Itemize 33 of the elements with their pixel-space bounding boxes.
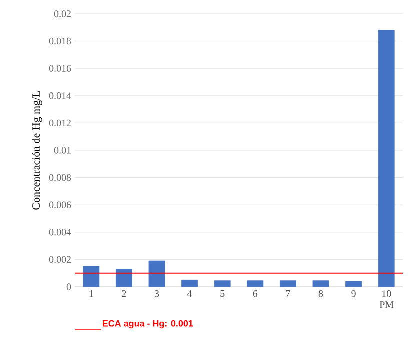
- y-tick-label: 0.016: [49, 65, 72, 72]
- y-tick-label: 0.008: [49, 174, 72, 182]
- x-tick-label: 1: [90, 290, 94, 298]
- bar: [83, 266, 100, 288]
- y-tick-label: 0.004: [49, 229, 72, 236]
- legend-label: ECA agua - Hg: 0.001: [102, 320, 194, 329]
- bar: [214, 280, 231, 288]
- y-tick-label: 0.018: [49, 38, 72, 45]
- x-tick-label: 3: [154, 290, 160, 298]
- y-tick-label: 0.02: [54, 10, 71, 18]
- y-tick-label: 0.006: [49, 202, 72, 208]
- bar: [182, 280, 198, 288]
- bar: [280, 280, 296, 288]
- x-tick-label: 4: [187, 290, 192, 298]
- bar: [378, 30, 395, 288]
- bar: [116, 269, 132, 288]
- y-tick-label: 0: [66, 284, 72, 290]
- bar: [346, 281, 362, 288]
- y-tick-label: 0.01: [54, 147, 71, 154]
- x-tick-label: 10 PM: [380, 290, 394, 308]
- bar: [247, 280, 264, 288]
- bar: [312, 280, 330, 288]
- y-tick-label: 0.014: [49, 92, 72, 100]
- x-tick-label: 2: [122, 290, 126, 298]
- y-tick-label: 0.002: [49, 256, 71, 264]
- x-tick-label: 9: [352, 290, 356, 298]
- x-tick-label: 6: [253, 290, 258, 298]
- bar: [148, 260, 166, 288]
- x-tick-label: 7: [286, 290, 290, 298]
- x-tick-label: 5: [220, 290, 225, 298]
- x-tick-label: 8: [318, 290, 324, 298]
- y-axis-title: Concentración de Hg mg/L: [32, 91, 42, 210]
- y-tick-label: 0.012: [49, 120, 71, 127]
